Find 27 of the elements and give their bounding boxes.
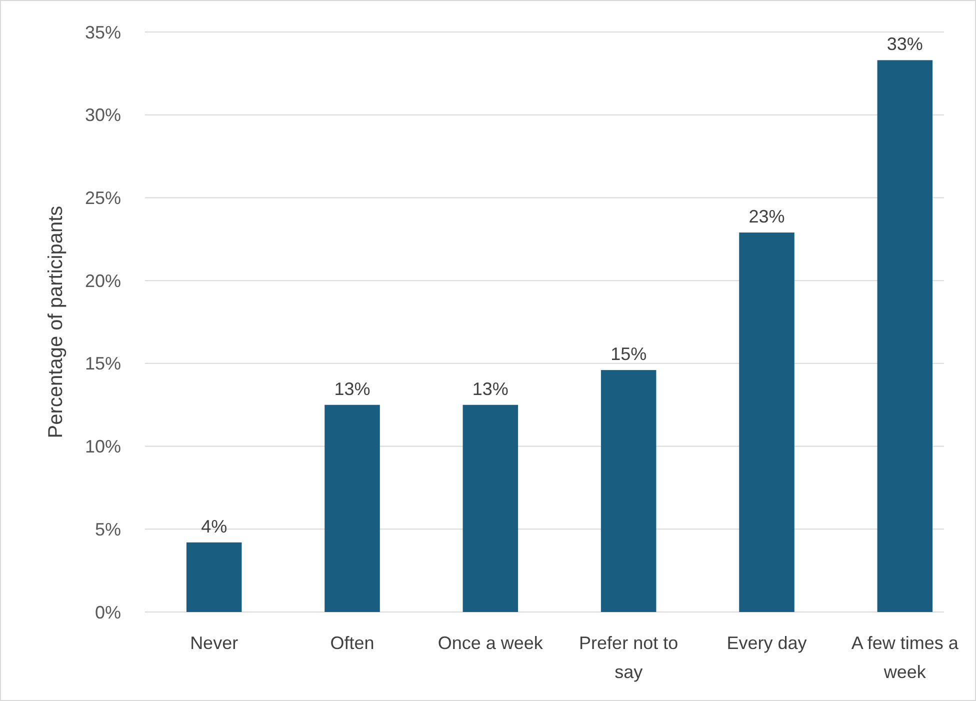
x-tick-label: Never — [190, 633, 238, 653]
x-tick-label: A few times a week — [851, 633, 960, 682]
y-tick-label: 5% — [94, 519, 121, 540]
data-label: 13% — [472, 378, 508, 399]
y-tick-label: 35% — [84, 22, 121, 42]
y-tick-label: 25% — [84, 188, 121, 208]
data-label: 4% — [201, 516, 228, 536]
y-tick-label: 10% — [84, 436, 121, 457]
y-tick-label: 15% — [84, 354, 121, 374]
y-tick-label: 30% — [84, 105, 121, 126]
bar — [462, 404, 518, 612]
x-tick-label: Once a week — [438, 633, 544, 653]
data-label: 15% — [610, 344, 647, 364]
y-axis-title: Percentage of participants — [45, 206, 67, 438]
bar — [600, 370, 656, 612]
data-label: 13% — [334, 378, 370, 399]
x-tick-label: Prefer not to say — [579, 633, 678, 682]
bar — [739, 232, 794, 612]
x-tick-label: Often — [330, 633, 374, 653]
data-label: 33% — [886, 34, 923, 54]
y-tick-label: 0% — [94, 602, 121, 622]
bar — [324, 404, 380, 612]
bar — [877, 60, 933, 612]
data-label: 23% — [748, 206, 785, 227]
bar — [186, 542, 242, 612]
y-tick-label: 20% — [84, 270, 121, 291]
x-tick-label: Every day — [726, 633, 807, 653]
